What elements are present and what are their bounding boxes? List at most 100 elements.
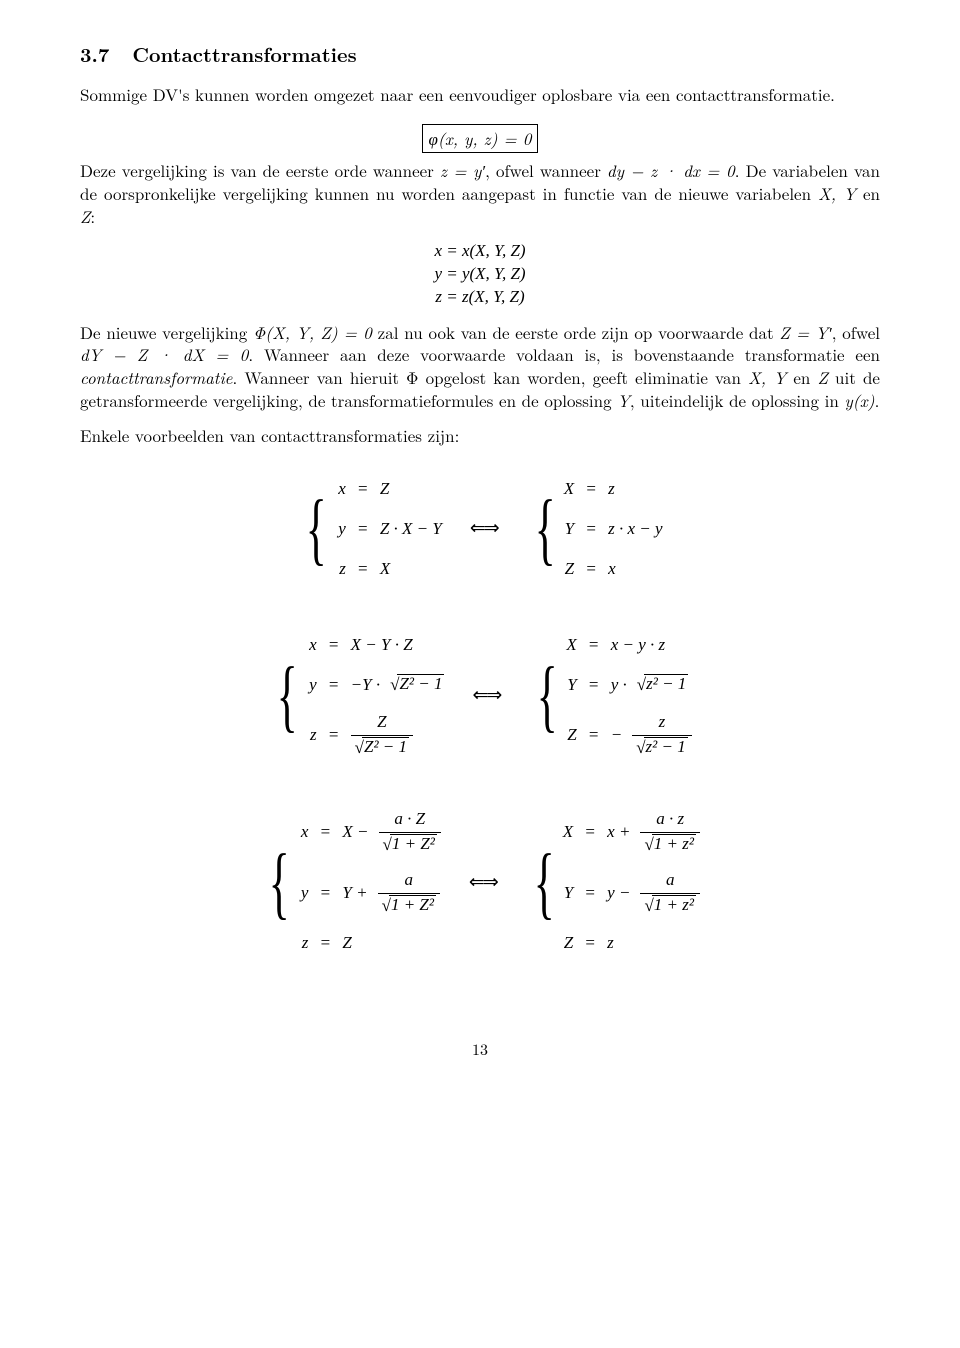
system-2: { x=X − Y · Z y= −Y · √Z² − 1 z= Z √Z² −… xyxy=(80,631,880,760)
section-title: Contacttransformaties xyxy=(132,39,356,68)
system-3-left: { x= X − a · Z √1 + Z² y= Y + a √1 + Z² … xyxy=(260,808,441,958)
s2r-r3-pre: − xyxy=(611,724,622,747)
subst-line2: y = y(X, Y, Z) xyxy=(80,263,880,286)
s3l-r1-v: x xyxy=(292,821,308,844)
s3l-r2-v: y xyxy=(292,882,308,905)
equals-sign: = xyxy=(327,674,341,697)
p1-text-b: , ofwel wanneer xyxy=(485,158,607,182)
s1r-r1-v: X xyxy=(558,478,574,501)
sqrt-icon: √1 + z² xyxy=(644,834,696,857)
brace-icon: { xyxy=(537,664,558,728)
p1-eq1: z = y′ xyxy=(440,158,485,182)
system-3-right: { X= x + a · z √1 + z² Y= y − a √1 + z² … xyxy=(525,808,700,958)
section-heading: 3.7 Contacttransformaties xyxy=(80,40,880,67)
equals-sign: = xyxy=(356,518,370,541)
p1-vars: X, Y xyxy=(818,181,856,205)
s2r-r1-v: X xyxy=(561,634,577,657)
equals-sign: = xyxy=(583,932,597,955)
s3r-r2-pre: y − xyxy=(607,882,630,905)
sqrt-icon: √z² − 1 xyxy=(636,737,688,760)
s3l-r2-pre: Y + xyxy=(342,882,367,905)
s1r-r3-v: Z xyxy=(558,558,574,581)
s2l-r3-num: Z xyxy=(373,711,390,735)
s3r-r3-v: Z xyxy=(557,932,573,955)
boxed-equation-container: φ(x, y, z) = 0 xyxy=(80,118,880,159)
equals-sign: = xyxy=(584,558,598,581)
s3l-r1-num: a · Z xyxy=(390,808,429,832)
p2-vars2: X, Y xyxy=(748,365,786,389)
s1r-r2-v: Y xyxy=(558,518,574,541)
p1-text-a: Deze vergelijking is van de eerste orde … xyxy=(80,158,440,182)
s2r-r3-v: Z xyxy=(561,724,577,747)
equals-sign: = xyxy=(327,724,341,747)
s3r-r2-num: a xyxy=(662,869,679,893)
s3l-r1-pre: X − xyxy=(342,821,368,844)
equals-sign: = xyxy=(318,821,332,844)
s2l-r3-v: z xyxy=(301,724,317,747)
p2-eq1: Φ(X, Y, Z) = 0 xyxy=(253,320,372,344)
equals-sign: = xyxy=(583,882,597,905)
s3r-r1-num: a · z xyxy=(652,808,688,832)
p2-eq3: dY − Z · dX = 0 xyxy=(80,342,248,366)
p2-Y: Y xyxy=(617,388,630,412)
fraction: a · z √1 + z² xyxy=(640,808,700,857)
examples-intro: Enkele voorbeelden van contacttransforma… xyxy=(80,424,880,447)
s1l-r1-v: x xyxy=(330,478,346,501)
s3r-r1-den: 1 + z² xyxy=(652,834,696,852)
s2l-r2-pre: −Y · xyxy=(351,674,380,697)
s3l-r3-rhs: Z xyxy=(342,932,351,955)
equals-sign: = xyxy=(587,634,601,657)
equals-sign: = xyxy=(583,821,597,844)
fraction: Z √Z² − 1 xyxy=(351,711,413,760)
s2r-r3-num: z xyxy=(655,711,670,735)
s2l-r2-v: y xyxy=(301,674,317,697)
sqrt-icon: √1 + Z² xyxy=(383,834,437,857)
s1l-r2-v: y xyxy=(330,518,346,541)
intro-paragraph: Sommige DV's kunnen worden omgezet naar … xyxy=(80,83,880,106)
p2-eq2: Z = Y′ xyxy=(779,320,831,344)
brace-icon: { xyxy=(533,851,554,915)
sqrt-icon: √1 + Z² xyxy=(382,895,436,918)
s2r-r3-den: z² − 1 xyxy=(644,737,688,755)
s2r-r2-pre: y · xyxy=(611,674,627,697)
s1r-r2-rhs: z · x − y xyxy=(608,518,662,541)
p2-text-f: en xyxy=(786,365,817,389)
subst-line1: x = x(X, Y, Z) xyxy=(80,240,880,263)
sqrt-icon: √z² − 1 xyxy=(637,674,689,697)
s3l-r3-v: z xyxy=(292,932,308,955)
s3r-r2-den: 1 + z² xyxy=(652,895,696,913)
brace-icon: { xyxy=(306,497,327,561)
s3l-r2-den: 1 + Z² xyxy=(389,895,436,913)
fraction: a · Z √1 + Z² xyxy=(379,808,441,857)
equals-sign: = xyxy=(587,674,601,697)
equals-sign: = xyxy=(587,724,601,747)
s1l-r1-rhs: Z xyxy=(380,478,389,501)
s3r-r1-v: X xyxy=(557,821,573,844)
system-2-left: { x=X − Y · Z y= −Y · √Z² − 1 z= Z √Z² −… xyxy=(268,631,444,760)
s3r-r3-rhs: z xyxy=(607,932,614,955)
sqrt-icon: √Z² − 1 xyxy=(390,674,444,697)
equals-sign: = xyxy=(327,634,341,657)
s2r-r2-v: Y xyxy=(561,674,577,697)
subst-line3: z = z(X, Y, Z) xyxy=(80,286,880,309)
s2l-r2-sqrt: Z² − 1 xyxy=(397,674,444,692)
system-3: { x= X − a · Z √1 + Z² y= Y + a √1 + Z² … xyxy=(80,808,880,958)
p2-yx: y(x) xyxy=(845,388,875,412)
iff-symbol: ⇐⇒ xyxy=(472,683,500,709)
sqrt-icon: √1 + z² xyxy=(644,895,696,918)
s3l-r1-den: 1 + Z² xyxy=(390,834,437,852)
p2-text-a: De nieuwe vergelijking xyxy=(80,320,253,344)
sqrt-icon: √Z² − 1 xyxy=(355,737,409,760)
p2-text-b: zal nu ook van de eerste orde zijn op vo… xyxy=(372,320,780,344)
s1l-r2-rhs: Z · X − Y xyxy=(380,518,442,541)
s3r-r2-v: Y xyxy=(557,882,573,905)
equals-sign: = xyxy=(584,478,598,501)
fraction: a √1 + z² xyxy=(640,869,700,918)
substitution-block: x = x(X, Y, Z) y = y(X, Y, Z) z = z(X, Y… xyxy=(80,240,880,309)
iff-symbol: ⇐⇒ xyxy=(470,516,498,542)
p2-emph: contacttransformatie xyxy=(80,365,233,389)
p1-text-e: : xyxy=(90,204,95,228)
system-1: { x=Z y=Z · X − Y z=X ⇐⇒ { X=z Y=z · x −… xyxy=(80,475,880,583)
brace-icon: { xyxy=(277,664,298,728)
fraction: a √1 + Z² xyxy=(378,869,440,918)
